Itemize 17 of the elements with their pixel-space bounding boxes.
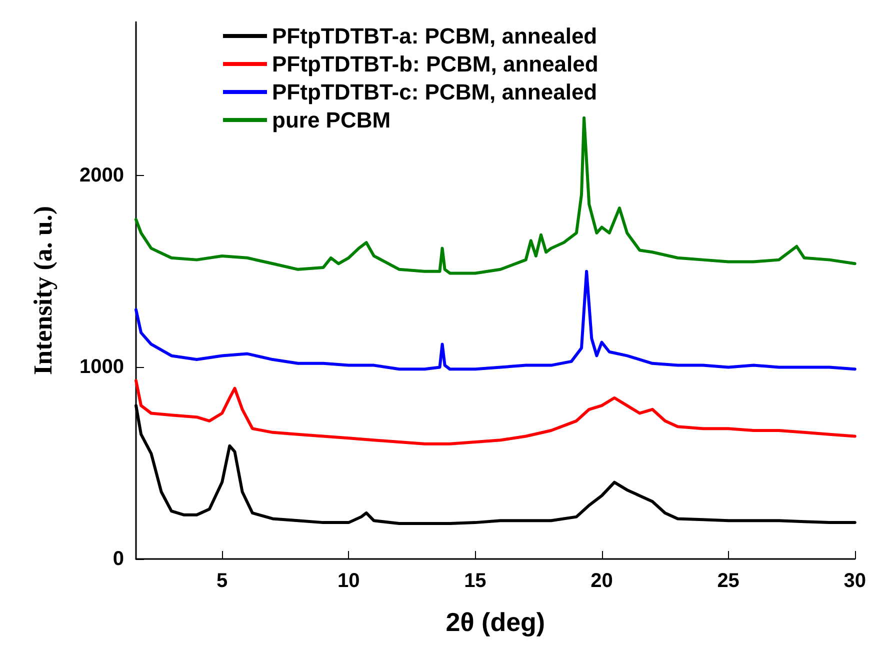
- legend-label: PFtpTDTBT-b: PCBM, annealed: [272, 52, 598, 76]
- legend-label: PFtpTDTBT-a: PCBM, annealed: [272, 24, 598, 48]
- x-tick-label: 25: [717, 570, 740, 592]
- y-tick-label: 2000: [80, 164, 124, 186]
- y-tick-label: 0: [112, 548, 124, 570]
- x-tick-label: 15: [464, 570, 486, 592]
- legend-label: PFtpTDTBT-c: PCBM, annealed: [272, 80, 598, 104]
- y-tick-label: 1000: [80, 356, 124, 378]
- line-series: [134, 270, 856, 371]
- x-tick-label: 20: [590, 570, 613, 592]
- line-series: [134, 379, 856, 446]
- x-tick-label: 5: [216, 570, 228, 592]
- x-tick-label: 10: [338, 570, 360, 592]
- legend-label: pure PCBM: [272, 108, 391, 132]
- y-axis-title: Intensity (a. u.): [28, 206, 58, 376]
- x-tick-label: 30: [844, 570, 866, 592]
- x-axis-title: 2θ (deg): [446, 607, 546, 637]
